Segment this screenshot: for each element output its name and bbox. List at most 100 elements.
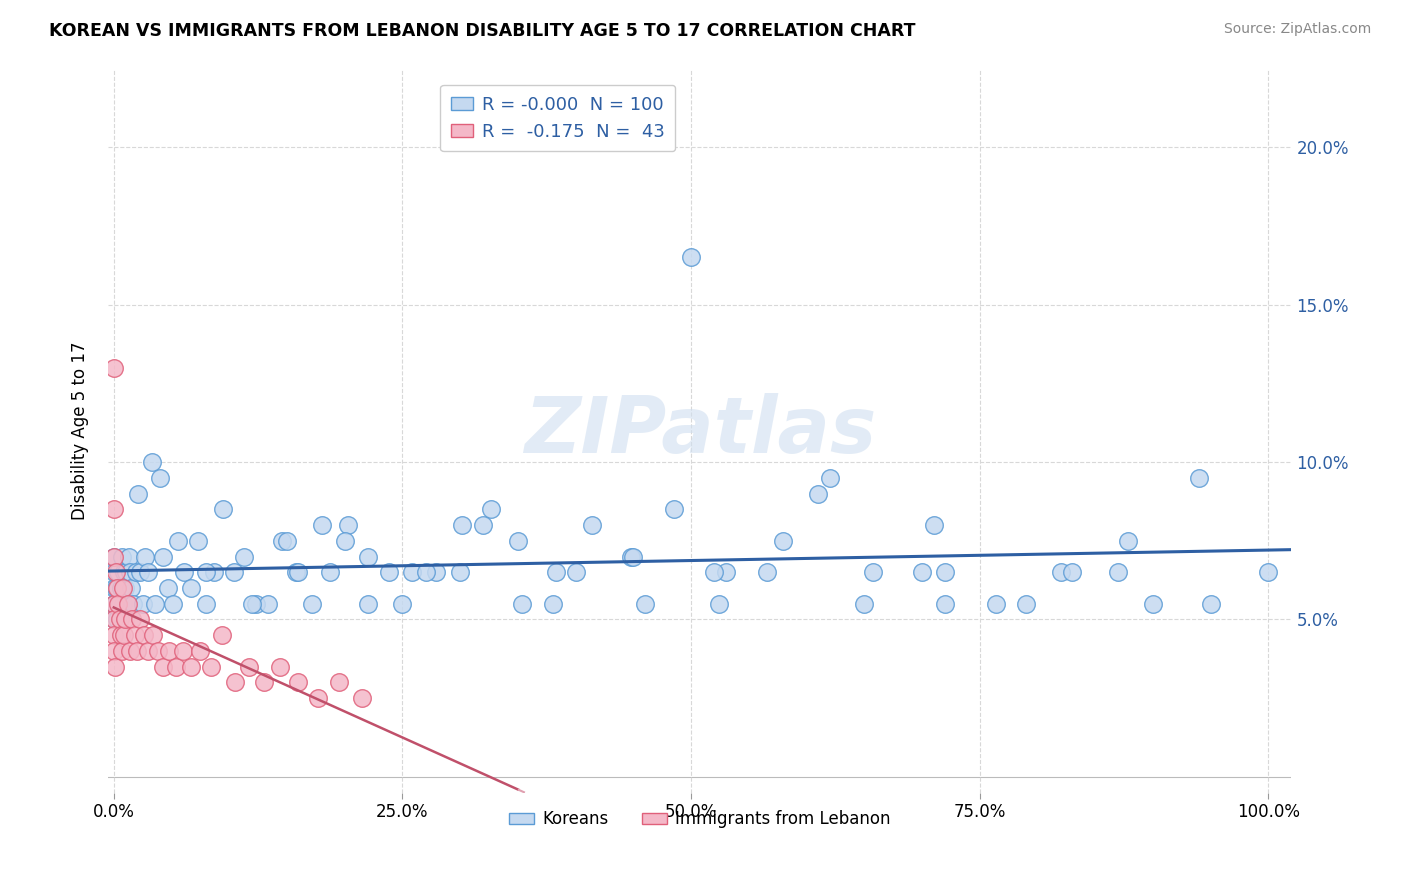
Point — [253, 675, 276, 690]
Point — [512, 597, 534, 611]
Point — [103, 612, 125, 626]
Point — [120, 581, 142, 595]
Point — [681, 251, 703, 265]
Point — [240, 597, 263, 611]
Point — [110, 581, 132, 595]
Point — [118, 566, 141, 580]
Y-axis label: Disability Age 5 to 17: Disability Age 5 to 17 — [72, 342, 89, 520]
Point — [818, 471, 841, 485]
Legend: Koreans, Immigrants from Lebanon: Koreans, Immigrants from Lebanon — [502, 804, 897, 835]
Point — [105, 581, 128, 595]
Point — [337, 518, 360, 533]
Point — [111, 597, 134, 611]
Point — [1142, 597, 1164, 611]
Point — [911, 566, 934, 580]
Point — [202, 566, 225, 580]
Point — [703, 566, 725, 580]
Point — [121, 612, 143, 626]
Point — [118, 644, 141, 658]
Point — [311, 518, 333, 533]
Point — [620, 549, 643, 564]
Point — [180, 659, 202, 673]
Point — [269, 659, 291, 673]
Point — [107, 566, 129, 580]
Point — [357, 597, 380, 611]
Point — [212, 502, 235, 516]
Point — [141, 455, 163, 469]
Point — [807, 486, 830, 500]
Point — [108, 597, 131, 611]
Point — [190, 644, 212, 658]
Point — [172, 644, 194, 658]
Point — [107, 597, 129, 611]
Point — [307, 691, 329, 706]
Point — [233, 549, 256, 564]
Point — [506, 533, 529, 548]
Point — [125, 644, 148, 658]
Point — [103, 566, 125, 580]
Point — [111, 644, 134, 658]
Point — [195, 566, 218, 580]
Point — [581, 518, 603, 533]
Text: Source: ZipAtlas.com: Source: ZipAtlas.com — [1223, 22, 1371, 37]
Point — [117, 597, 139, 611]
Point — [187, 533, 209, 548]
Point — [333, 533, 356, 548]
Point — [287, 566, 309, 580]
Point — [401, 566, 423, 580]
Point — [285, 566, 308, 580]
Point — [707, 597, 730, 611]
Point — [222, 566, 245, 580]
Point — [143, 597, 166, 611]
Point — [127, 486, 149, 500]
Point — [377, 566, 399, 580]
Point — [180, 581, 202, 595]
Point — [245, 597, 267, 611]
Point — [124, 628, 146, 642]
Point — [195, 597, 218, 611]
Point — [287, 675, 309, 690]
Point — [634, 597, 657, 611]
Point — [104, 597, 127, 611]
Point — [200, 659, 222, 673]
Point — [564, 566, 586, 580]
Point — [138, 566, 160, 580]
Point — [934, 566, 956, 580]
Point — [103, 597, 125, 611]
Point — [271, 533, 294, 548]
Point — [1188, 471, 1211, 485]
Point — [415, 566, 437, 580]
Point — [714, 566, 737, 580]
Point — [1116, 533, 1139, 548]
Point — [162, 597, 184, 611]
Point — [756, 566, 779, 580]
Point — [105, 612, 128, 626]
Point — [173, 566, 195, 580]
Point — [146, 644, 169, 658]
Point — [984, 597, 1007, 611]
Point — [328, 675, 350, 690]
Point — [103, 549, 125, 564]
Point — [257, 597, 280, 611]
Point — [105, 581, 128, 595]
Point — [425, 566, 447, 580]
Point — [152, 549, 174, 564]
Point — [350, 691, 373, 706]
Point — [211, 628, 233, 642]
Point — [1015, 597, 1038, 611]
Point — [451, 518, 474, 533]
Point — [621, 549, 644, 564]
Point — [103, 502, 125, 516]
Point — [112, 566, 135, 580]
Point — [115, 566, 138, 580]
Point — [103, 581, 125, 595]
Point — [853, 597, 876, 611]
Point — [1199, 597, 1222, 611]
Point — [118, 549, 141, 564]
Point — [103, 628, 125, 642]
Point — [165, 659, 187, 673]
Point — [224, 675, 246, 690]
Point — [472, 518, 495, 533]
Point — [541, 597, 564, 611]
Point — [129, 566, 152, 580]
